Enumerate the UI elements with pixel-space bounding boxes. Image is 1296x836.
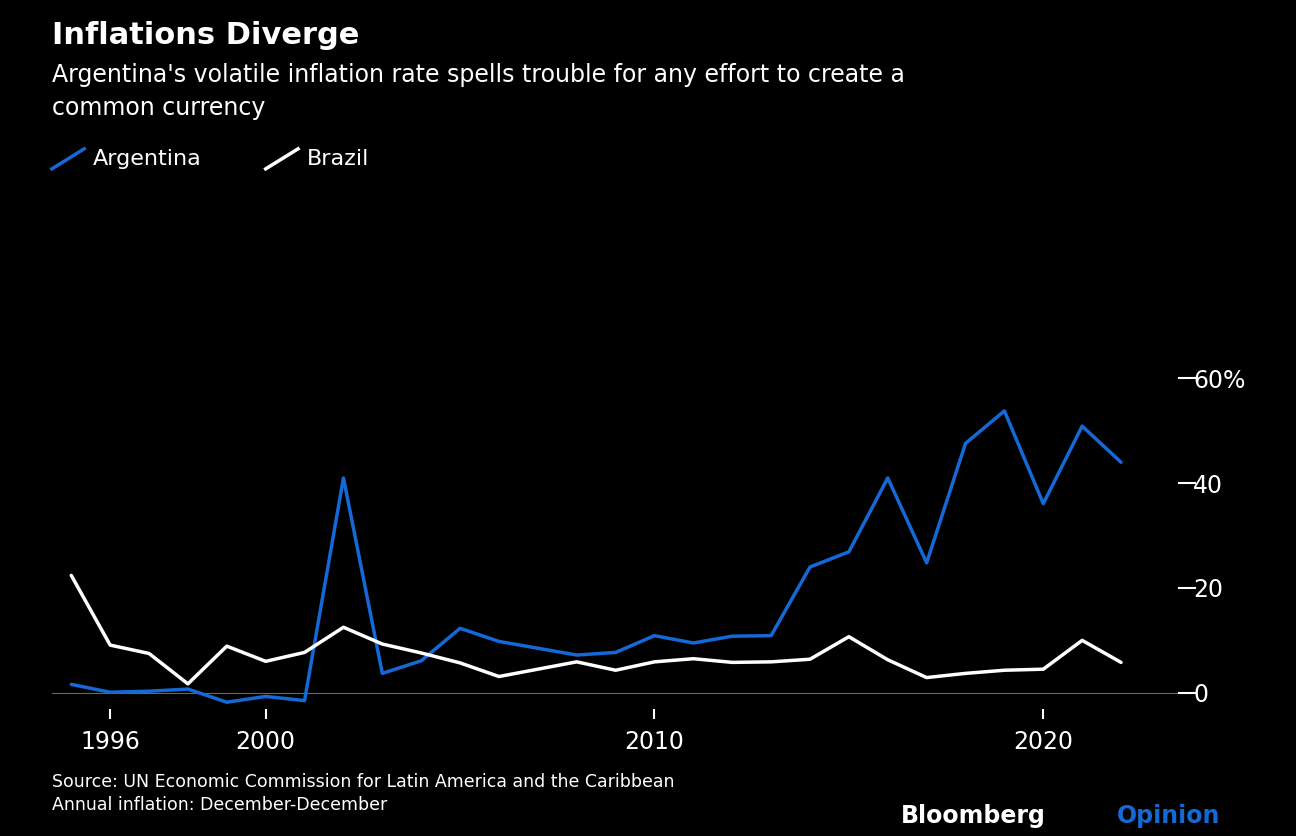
Text: Argentina's volatile inflation rate spells trouble for any effort to create a
co: Argentina's volatile inflation rate spel… [52, 63, 905, 120]
Text: Annual inflation: December-December: Annual inflation: December-December [52, 796, 388, 814]
Text: Source: UN Economic Commission for Latin America and the Caribbean: Source: UN Economic Commission for Latin… [52, 773, 674, 792]
Text: Opinion: Opinion [1117, 804, 1221, 828]
Text: Bloomberg: Bloomberg [901, 804, 1046, 828]
Text: Argentina: Argentina [93, 149, 202, 169]
Text: Brazil: Brazil [307, 149, 369, 169]
Text: Inflations Diverge: Inflations Diverge [52, 21, 359, 50]
